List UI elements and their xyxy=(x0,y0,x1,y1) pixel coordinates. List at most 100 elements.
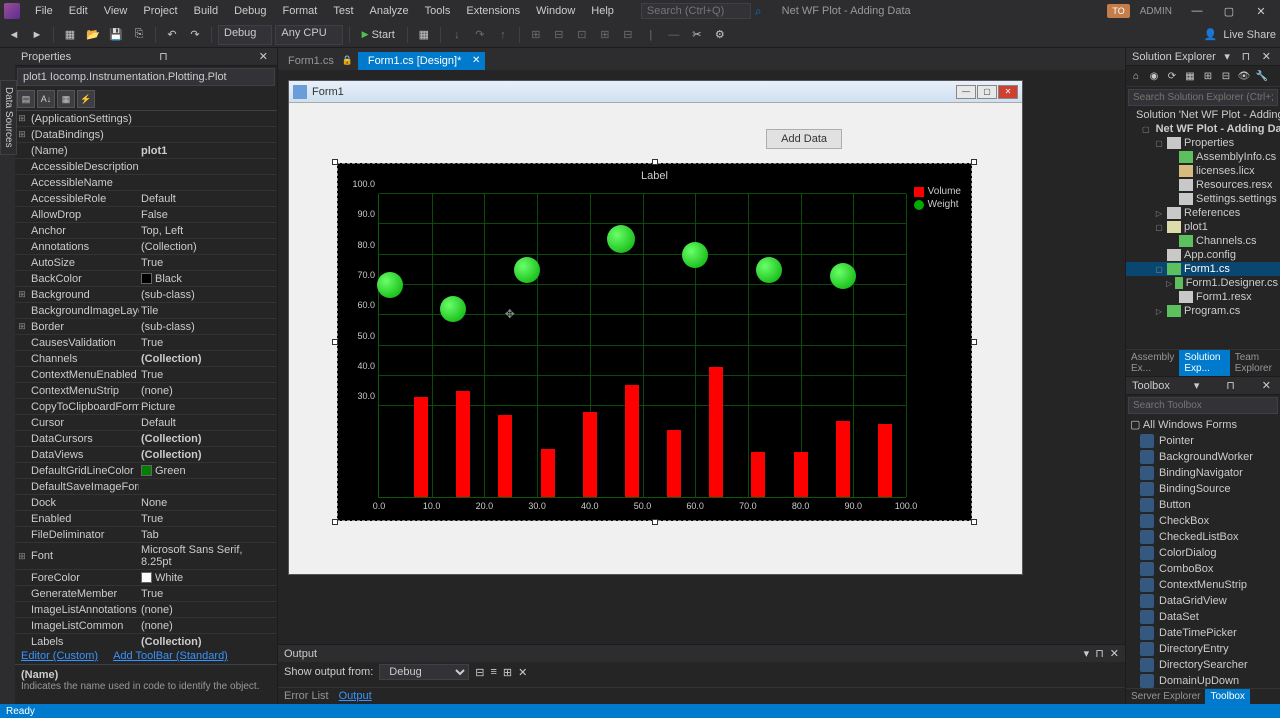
tree-item[interactable]: AssemblyInfo.cs xyxy=(1126,150,1280,164)
menu-file[interactable]: File xyxy=(28,2,60,20)
property-row[interactable]: ContextMenuStrip(none) xyxy=(15,383,277,399)
menu-view[interactable]: View xyxy=(97,2,135,20)
panel-pin-icon[interactable]: ⊓ xyxy=(1095,647,1104,660)
panel-pin-icon[interactable]: ⊓ xyxy=(1239,50,1254,63)
property-value[interactable]: Picture xyxy=(139,400,277,414)
expand-icon[interactable]: ⊞ xyxy=(15,113,29,124)
toolbox-search[interactable] xyxy=(1128,397,1278,414)
server-explorer-tab[interactable]: Server Explorer xyxy=(1126,689,1205,704)
live-share-button[interactable]: Live Share xyxy=(1223,29,1276,41)
undo-icon[interactable]: ↶ xyxy=(162,25,182,45)
property-row[interactable]: Labels(Collection) xyxy=(15,634,277,648)
panel-pin-icon[interactable]: ⊓ xyxy=(1223,379,1238,392)
expand-icon[interactable]: ⊞ xyxy=(15,321,29,332)
toolbox-list[interactable]: PointerBackgroundWorkerBindingNavigatorB… xyxy=(1126,433,1280,688)
solution-explorer-tab[interactable]: Solution Exp... xyxy=(1179,350,1229,376)
maximize-button[interactable]: ▢ xyxy=(1214,2,1244,20)
solution-search[interactable] xyxy=(1128,89,1278,106)
property-value[interactable]: False xyxy=(139,208,277,222)
toolbar-icon[interactable]: ▦ xyxy=(414,25,434,45)
config-combo[interactable]: Debug xyxy=(218,25,272,45)
tree-item[interactable]: Resources.resx xyxy=(1126,178,1280,192)
search-input[interactable] xyxy=(641,3,751,19)
team-explorer-tab[interactable]: Team Explorer xyxy=(1230,350,1280,376)
property-row[interactable]: (Name)plot1 xyxy=(15,143,277,159)
property-row[interactable]: Channels(Collection) xyxy=(15,351,277,367)
tree-item[interactable]: ▢Net WF Plot - Adding Data xyxy=(1126,122,1280,136)
output-tool-icon[interactable]: ⊞ xyxy=(503,666,512,679)
live-share-icon[interactable]: 👤 xyxy=(1204,28,1218,41)
property-row[interactable]: DataViews(Collection) xyxy=(15,447,277,463)
tool-icon[interactable]: ✂ xyxy=(687,25,707,45)
property-value[interactable]: True xyxy=(139,587,277,601)
output-tool-icon[interactable]: ≡ xyxy=(491,666,497,678)
property-value[interactable]: (Collection) xyxy=(139,635,277,649)
property-value[interactable]: Top, Left xyxy=(139,224,277,238)
property-row[interactable]: AccessibleName xyxy=(15,175,277,191)
menu-debug[interactable]: Debug xyxy=(227,2,273,20)
menu-project[interactable]: Project xyxy=(136,2,184,20)
tree-item[interactable]: ▢Properties xyxy=(1126,136,1280,150)
property-value[interactable] xyxy=(139,134,277,136)
show-all-icon[interactable]: 👁 xyxy=(1236,68,1252,84)
tree-item[interactable]: Solution 'Net WF Plot - Adding Data' (1 … xyxy=(1126,108,1280,122)
property-value[interactable]: (Collection) xyxy=(139,240,277,254)
toolbar-icon[interactable]: ◉ xyxy=(1146,68,1162,84)
toolbar-icon[interactable]: ▦ xyxy=(1182,68,1198,84)
plot-control[interactable]: Label VolumeWeight 30.040.050.060.070.08… xyxy=(337,163,972,521)
search-icon[interactable]: ⌕ xyxy=(755,4,762,19)
menu-analyze[interactable]: Analyze xyxy=(363,2,416,20)
menu-extensions[interactable]: Extensions xyxy=(459,2,527,20)
start-button[interactable]: Start xyxy=(356,29,401,41)
property-value[interactable]: (none) xyxy=(139,619,277,633)
property-row[interactable]: DockNone xyxy=(15,495,277,511)
property-row[interactable]: DefaultSaveImageFormat xyxy=(15,479,277,495)
tree-item[interactable]: ▢plot1 xyxy=(1126,220,1280,234)
selection-handle[interactable] xyxy=(971,519,977,525)
property-value[interactable]: (Collection) xyxy=(139,432,277,446)
property-value[interactable]: (none) xyxy=(139,384,277,398)
tree-expand-icon[interactable]: ▷ xyxy=(1154,209,1164,218)
platform-combo[interactable]: Any CPU xyxy=(275,25,342,45)
form-designer[interactable]: Form1 — ▢ ✕ Add Data Label VolumeWeight … xyxy=(278,70,1125,644)
data-sources-tab[interactable]: Data Sources xyxy=(0,80,17,155)
property-row[interactable]: EnabledTrue xyxy=(15,511,277,527)
menu-window[interactable]: Window xyxy=(529,2,582,20)
property-value[interactable]: True xyxy=(139,336,277,350)
property-value[interactable] xyxy=(139,182,277,184)
toolbox-item[interactable]: BindingSource xyxy=(1126,481,1280,497)
property-object-selector[interactable]: plot1 Iocomp.Instrumentation.Plotting.Pl… xyxy=(17,68,275,86)
selection-handle[interactable] xyxy=(971,339,977,345)
toolbox-item[interactable]: Button xyxy=(1126,497,1280,513)
property-value[interactable]: (sub-class) xyxy=(139,288,277,302)
panel-close-icon[interactable]: ✕ xyxy=(1259,50,1274,63)
property-row[interactable]: ⊞(ApplicationSettings) xyxy=(15,111,277,127)
tree-expand-icon[interactable]: ▢ xyxy=(1154,139,1164,148)
selection-handle[interactable] xyxy=(332,339,338,345)
tree-item[interactable]: licenses.licx xyxy=(1126,164,1280,178)
properties-icon[interactable]: ▦ xyxy=(57,90,75,108)
account-badge[interactable]: TO xyxy=(1107,4,1129,18)
toolbox-tab[interactable]: Toolbox xyxy=(1205,689,1249,704)
toolbox-item[interactable]: BackgroundWorker xyxy=(1126,449,1280,465)
toolbox-item[interactable]: CheckedListBox xyxy=(1126,529,1280,545)
panel-close-icon[interactable]: ✕ xyxy=(256,50,271,63)
panel-pin-icon[interactable]: ⊓ xyxy=(156,50,171,63)
document-tab[interactable]: Form1.cs [Design]*✕ xyxy=(358,52,486,70)
tree-item[interactable]: ▷Form1.Designer.cs xyxy=(1126,276,1280,290)
toolbox-item[interactable]: DateTimePicker xyxy=(1126,625,1280,641)
property-value[interactable]: Green xyxy=(139,464,277,478)
property-value[interactable]: True xyxy=(139,256,277,270)
output-tool-icon[interactable]: ✕ xyxy=(518,666,527,679)
property-row[interactable]: ImageListAnnotations(none) xyxy=(15,602,277,618)
property-value[interactable]: Tile xyxy=(139,304,277,318)
add-data-button[interactable]: Add Data xyxy=(766,129,842,149)
error-list-tab[interactable]: Error List xyxy=(284,690,329,702)
property-value[interactable] xyxy=(139,118,277,120)
property-row[interactable]: CopyToClipboardFormatPicture xyxy=(15,399,277,415)
tree-item[interactable]: Form1.resx xyxy=(1126,290,1280,304)
toolbox-item[interactable]: Pointer xyxy=(1126,433,1280,449)
toolbox-item[interactable]: DomainUpDown xyxy=(1126,673,1280,688)
property-row[interactable]: AccessibleDescription xyxy=(15,159,277,175)
forward-button[interactable]: ► xyxy=(27,25,47,45)
